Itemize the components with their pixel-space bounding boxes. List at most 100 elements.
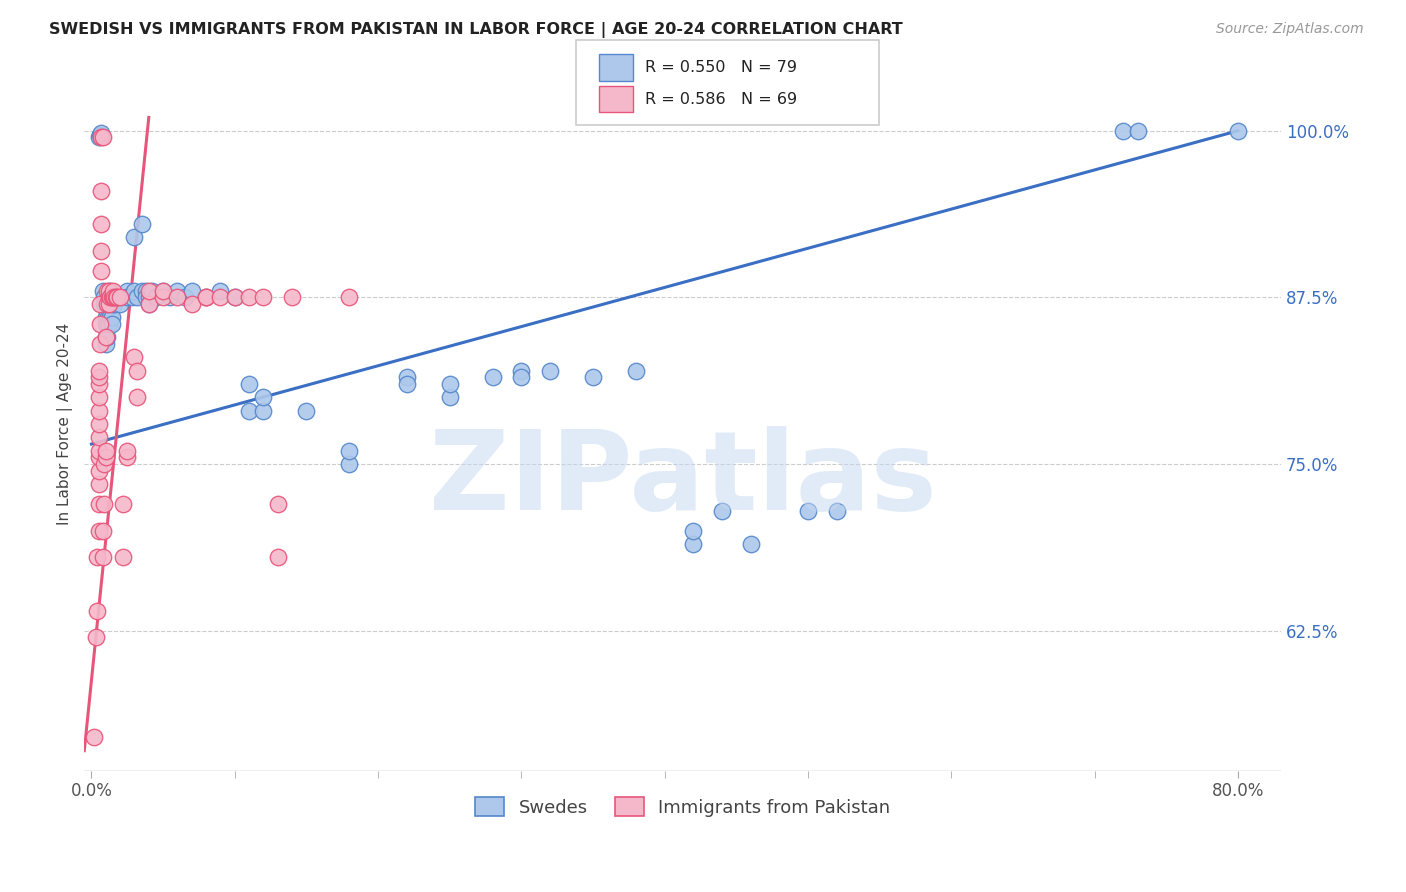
- Point: [101, 297, 124, 311]
- Point: [481, 370, 503, 384]
- Point: [124, 230, 146, 244]
- Point: [87, 443, 110, 458]
- Point: [339, 457, 361, 471]
- Point: [96, 317, 118, 331]
- Point: [138, 297, 160, 311]
- Point: [87, 477, 110, 491]
- Point: [180, 297, 202, 311]
- Point: [252, 290, 274, 304]
- Point: [439, 391, 461, 405]
- Point: [166, 290, 188, 304]
- Point: [111, 497, 134, 511]
- Point: [339, 443, 361, 458]
- Point: [127, 364, 149, 378]
- Point: [83, 731, 105, 745]
- Point: [89, 297, 111, 311]
- Point: [224, 290, 246, 304]
- Point: [100, 290, 122, 304]
- Point: [98, 284, 121, 298]
- Point: [131, 284, 153, 298]
- Point: [152, 284, 174, 298]
- Point: [145, 290, 167, 304]
- Point: [93, 457, 115, 471]
- Point: [100, 310, 122, 325]
- Y-axis label: In Labor Force | Age 20-24: In Labor Force | Age 20-24: [58, 323, 73, 525]
- Point: [238, 290, 260, 304]
- Point: [87, 364, 110, 378]
- Point: [135, 284, 157, 298]
- Point: [87, 464, 110, 478]
- Point: [1112, 124, 1135, 138]
- Point: [267, 497, 290, 511]
- Point: [96, 303, 118, 318]
- Point: [98, 310, 121, 325]
- Point: [339, 290, 361, 304]
- Point: [103, 297, 125, 311]
- Point: [98, 290, 121, 304]
- Point: [98, 297, 121, 311]
- Text: Source: ZipAtlas.com: Source: ZipAtlas.com: [1216, 22, 1364, 37]
- Point: [87, 391, 110, 405]
- Point: [97, 303, 120, 318]
- Point: [97, 284, 120, 298]
- Point: [94, 317, 117, 331]
- Point: [1126, 124, 1149, 138]
- Point: [93, 290, 115, 304]
- Point: [582, 370, 605, 384]
- Point: [195, 290, 218, 304]
- Point: [98, 290, 121, 304]
- Point: [100, 290, 122, 304]
- Point: [93, 497, 115, 511]
- Point: [105, 290, 128, 304]
- Point: [90, 184, 112, 198]
- Point: [111, 550, 134, 565]
- Point: [108, 290, 131, 304]
- Point: [138, 290, 160, 304]
- Point: [238, 403, 260, 417]
- Point: [101, 290, 124, 304]
- Point: [93, 297, 115, 311]
- Point: [127, 391, 149, 405]
- Point: [124, 351, 146, 365]
- Point: [86, 604, 108, 618]
- Point: [209, 284, 232, 298]
- Point: [281, 290, 304, 304]
- Point: [127, 290, 149, 304]
- Point: [439, 377, 461, 392]
- Point: [87, 450, 110, 465]
- Point: [96, 284, 118, 298]
- Point: [87, 430, 110, 444]
- Point: [87, 403, 110, 417]
- Point: [825, 504, 848, 518]
- Point: [91, 550, 114, 565]
- Point: [740, 537, 762, 551]
- Point: [87, 497, 110, 511]
- Point: [797, 504, 820, 518]
- Point: [1226, 124, 1249, 138]
- Point: [91, 130, 114, 145]
- Point: [138, 284, 160, 298]
- Point: [682, 524, 704, 538]
- Text: R = 0.550   N = 79: R = 0.550 N = 79: [645, 61, 797, 75]
- Point: [97, 317, 120, 331]
- Point: [121, 290, 143, 304]
- Point: [117, 443, 139, 458]
- Point: [86, 550, 108, 565]
- Point: [89, 337, 111, 351]
- Point: [224, 290, 246, 304]
- Point: [131, 217, 153, 231]
- Point: [711, 504, 734, 518]
- Point: [90, 244, 112, 258]
- Point: [180, 284, 202, 298]
- Point: [238, 377, 260, 392]
- Point: [103, 290, 125, 304]
- Point: [173, 290, 195, 304]
- Point: [90, 127, 112, 141]
- Point: [166, 284, 188, 298]
- Point: [117, 450, 139, 465]
- Point: [97, 290, 120, 304]
- Point: [87, 370, 110, 384]
- Point: [252, 391, 274, 405]
- Point: [624, 364, 647, 378]
- Point: [100, 297, 122, 311]
